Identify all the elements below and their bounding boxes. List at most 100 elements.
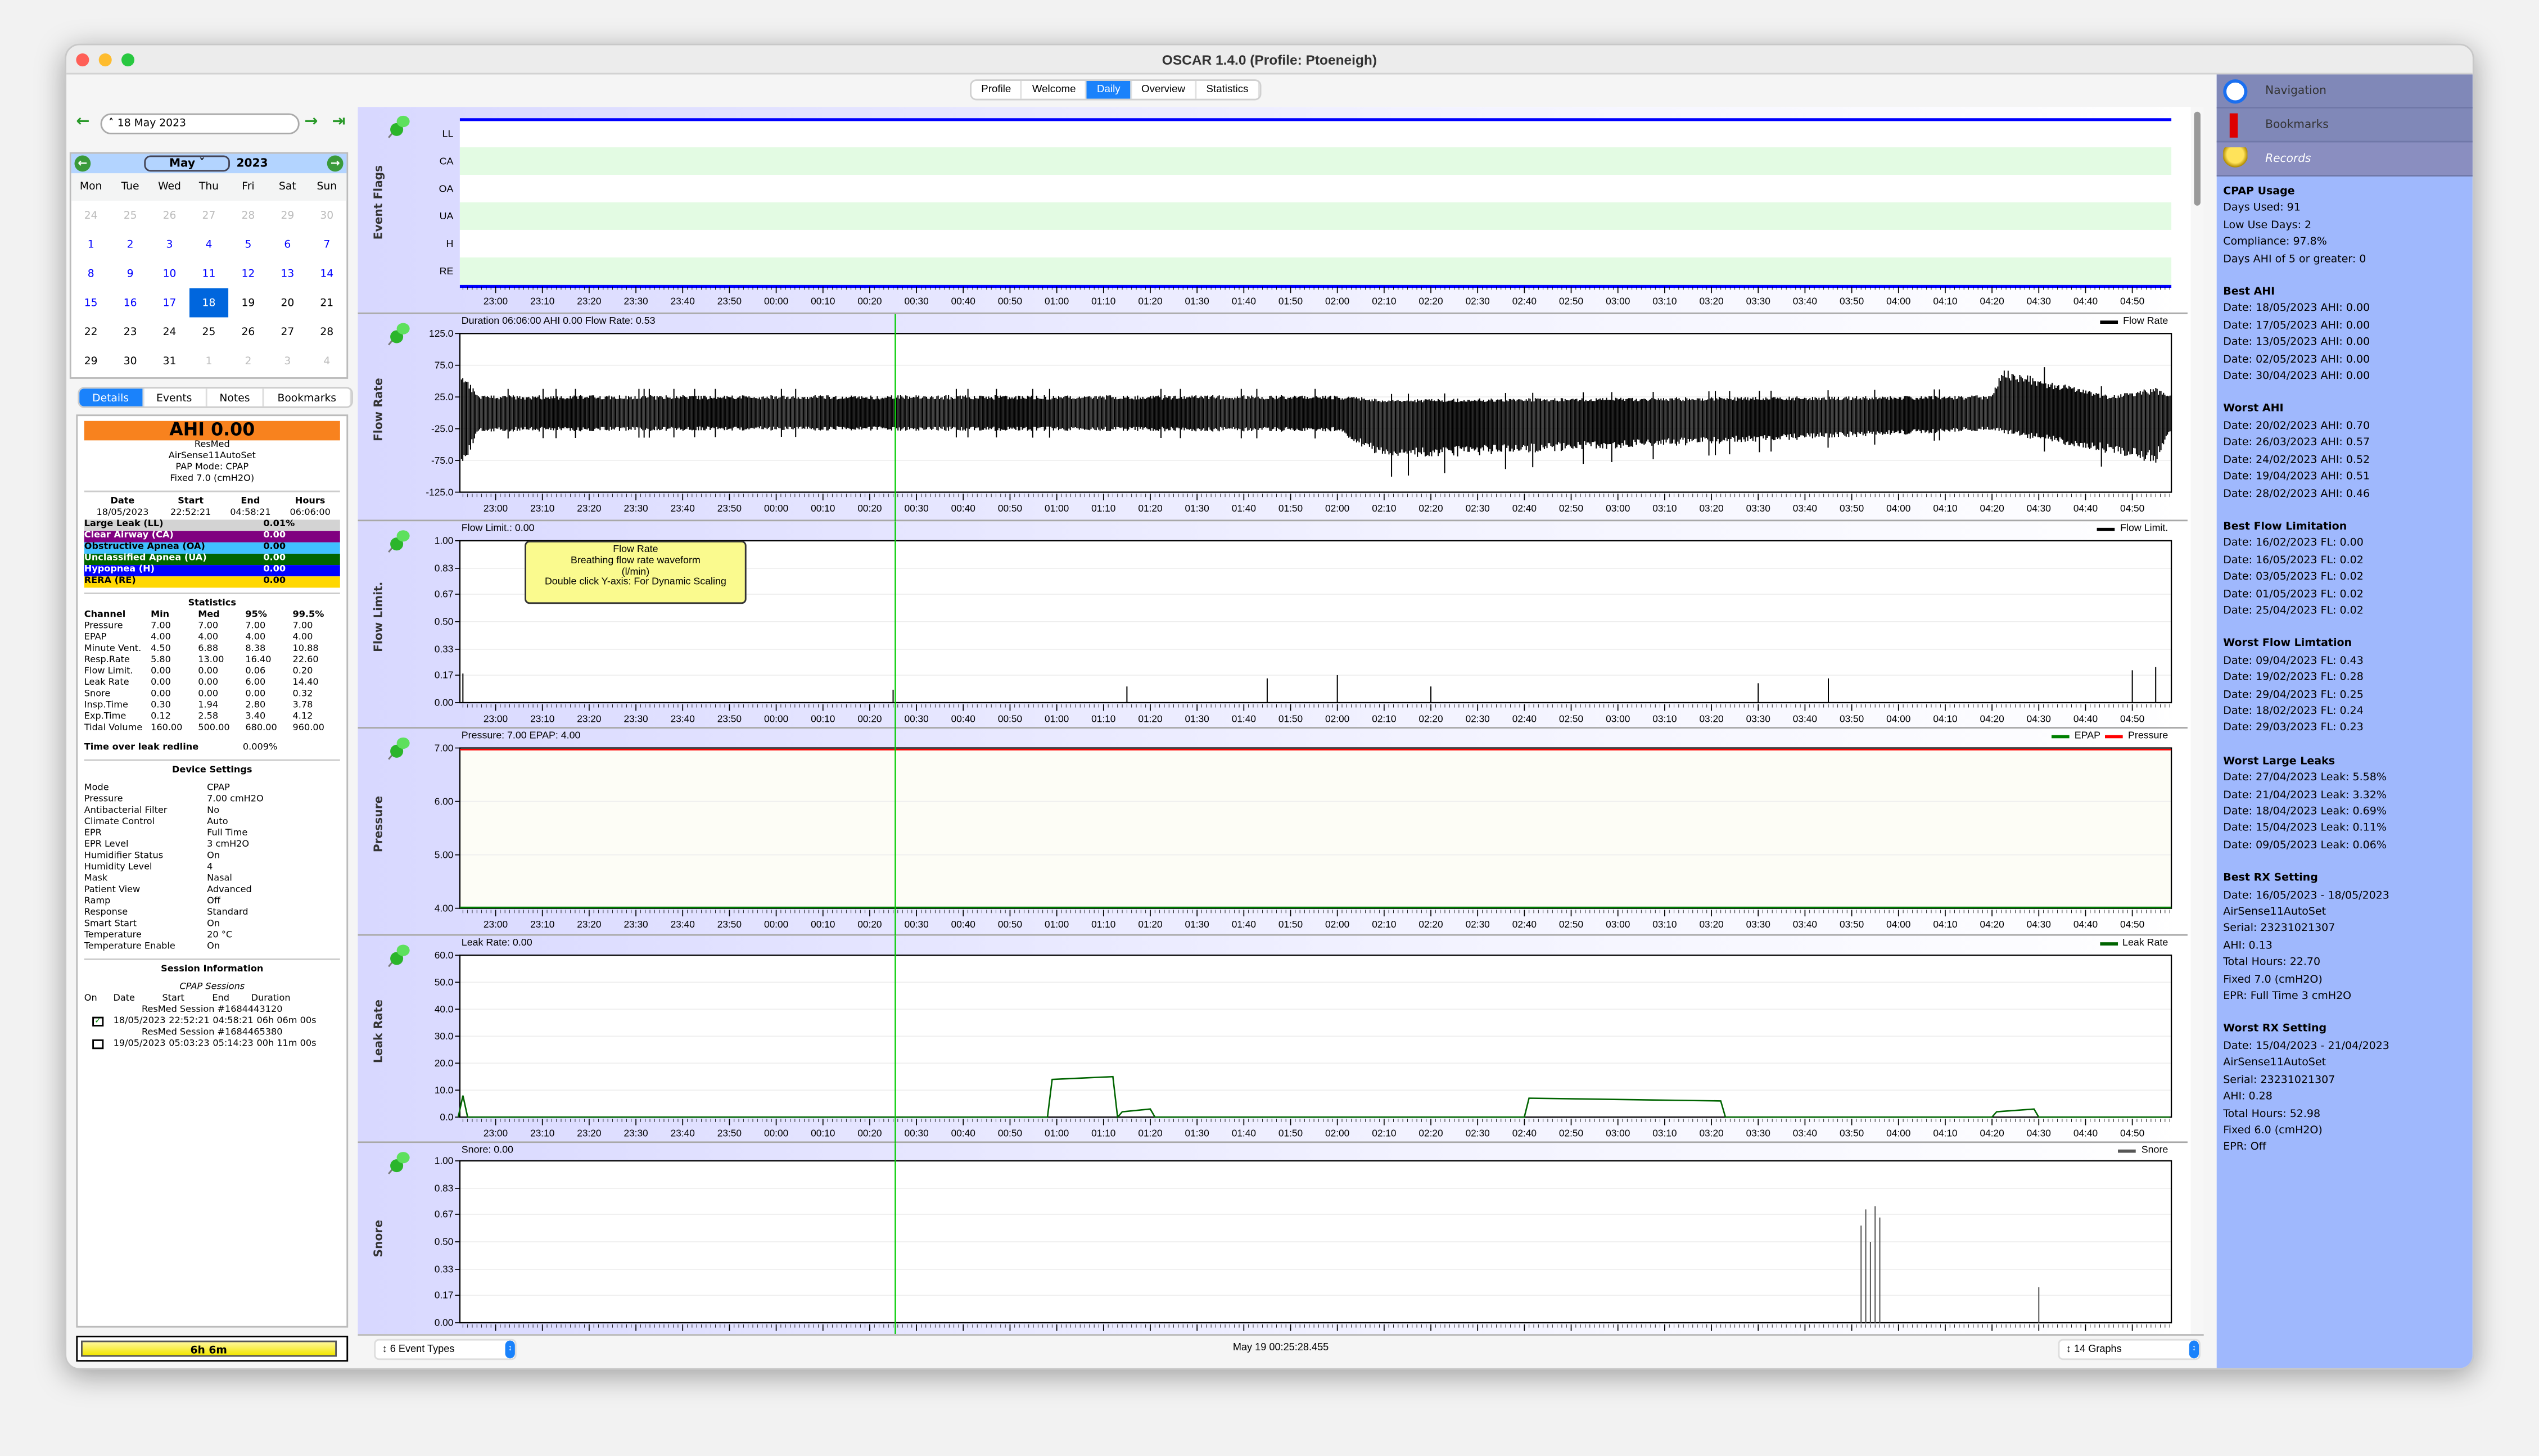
calendar-day[interactable]: 24 bbox=[84, 209, 98, 222]
graph-canvas[interactable]: 60.0 50.0 40.0 30.0 20.0 10.0 0.0 23:00 23:10 23:… bbox=[358, 935, 2187, 1143]
previous-month-icon[interactable]: ← bbox=[74, 155, 91, 172]
minimize-button[interactable] bbox=[98, 53, 112, 67]
calendar-day[interactable]: 5 bbox=[245, 238, 252, 251]
calendar-day[interactable]: 3 bbox=[284, 354, 291, 368]
x-tick-label: 01:50 bbox=[1278, 1128, 1303, 1139]
tooltip-line: Flow Rate bbox=[613, 544, 658, 555]
calendar-day[interactable]: 31 bbox=[162, 354, 177, 368]
calendar-day[interactable]: 27 bbox=[202, 209, 216, 222]
calendar-day[interactable]: 24 bbox=[162, 325, 177, 338]
calendar-day[interactable]: 1 bbox=[205, 354, 213, 368]
graphs-scrollbar[interactable] bbox=[2190, 107, 2204, 1335]
calendar-day[interactable]: 25 bbox=[123, 209, 137, 222]
calendar-day[interactable]: 3 bbox=[166, 238, 173, 251]
pin-icon[interactable] bbox=[384, 526, 413, 555]
calendar-day[interactable]: 21 bbox=[320, 296, 334, 310]
calendar-day[interactable]: 11 bbox=[202, 267, 216, 281]
calendar-day[interactable]: 16 bbox=[123, 296, 137, 310]
year-value[interactable]: 2023 bbox=[236, 157, 268, 170]
tab-welcome[interactable]: Welcome bbox=[1023, 81, 1087, 99]
calendar-day[interactable]: 27 bbox=[281, 325, 295, 338]
record-line: Date: 21/04/2023 Leak: 3.32% bbox=[2223, 788, 2387, 801]
pin-icon[interactable] bbox=[384, 940, 413, 970]
date-field[interactable]: ˄ 18 May 2023 bbox=[100, 113, 300, 135]
previous-day-arrow-icon[interactable]: ← bbox=[76, 113, 90, 132]
session-checkbox[interactable]: ✓ bbox=[92, 1016, 104, 1027]
setting-name: Antibacterial Filter bbox=[84, 806, 168, 816]
pin-icon[interactable] bbox=[384, 319, 413, 348]
graph-canvas[interactable]: LL CA OA UA H RE 23:00 23:10 23:20 23:30 23:40 23:5… bbox=[358, 107, 2187, 314]
calendar-day[interactable]: 10 bbox=[162, 267, 177, 281]
tab-details[interactable]: Details bbox=[79, 388, 144, 406]
pin-icon[interactable] bbox=[384, 734, 413, 763]
nav-records[interactable]: Records bbox=[2216, 142, 2473, 177]
graph-canvas[interactable]: 125.0 75.0 25.0 -25.0 -75.0 -125.0 23:00 23:10 2… bbox=[358, 314, 2187, 522]
record-line: Date: 29/03/2023 FL: 0.23 bbox=[2223, 721, 2364, 734]
calendar-day[interactable]: 23 bbox=[123, 325, 137, 338]
month-select[interactable]: May ˇ bbox=[144, 155, 230, 172]
calendar-day[interactable]: 29 bbox=[84, 354, 98, 368]
chevron-up-icon[interactable]: ˄ bbox=[108, 116, 118, 130]
calendar-day[interactable]: 1 bbox=[87, 238, 94, 251]
calendar-day[interactable]: 2 bbox=[245, 354, 252, 368]
calendar-day[interactable]: 25 bbox=[202, 325, 216, 338]
calendar-day[interactable]: 30 bbox=[320, 209, 334, 222]
next-day-arrow-icon[interactable]: → bbox=[304, 113, 318, 132]
calendar-day[interactable]: 12 bbox=[241, 267, 255, 281]
tab-overview[interactable]: Overview bbox=[1132, 81, 1197, 99]
calendar-day[interactable]: 28 bbox=[320, 325, 334, 338]
tab-notes[interactable]: Notes bbox=[206, 388, 265, 406]
graph-canvas[interactable]: 1.00 0.83 0.67 0.50 0.33 0.17 0.00 23:00 23:10 23… bbox=[358, 1143, 2187, 1335]
stats-value: 4.12 bbox=[292, 712, 313, 722]
tab-profile[interactable]: Profile bbox=[972, 81, 1023, 99]
stats-value: 960.00 bbox=[292, 724, 324, 734]
calendar-day[interactable]: 30 bbox=[123, 354, 137, 368]
x-tick-label: 03:50 bbox=[1840, 1128, 1864, 1139]
scrollbar-thumb[interactable] bbox=[2194, 111, 2201, 206]
calendar-day[interactable]: 19 bbox=[241, 296, 255, 310]
last-day-arrow-icon[interactable]: ⇥ bbox=[332, 113, 346, 132]
close-button[interactable] bbox=[76, 53, 89, 67]
pin-icon[interactable] bbox=[384, 1148, 413, 1177]
calendar-day[interactable]: 20 bbox=[281, 296, 295, 310]
calendar-day[interactable]: 13 bbox=[281, 267, 295, 281]
calendar-day[interactable]: 22 bbox=[84, 325, 98, 338]
calendar-day[interactable]: 15 bbox=[84, 296, 98, 310]
event-types-selector[interactable]: ↕ 6 Event Types ↕ bbox=[374, 1339, 517, 1360]
calendar-day[interactable]: 28 bbox=[241, 209, 255, 222]
calendar-day[interactable]: 2 bbox=[127, 238, 134, 251]
tab-events[interactable]: Events bbox=[143, 388, 207, 406]
graphs-selector[interactable]: ↕ 14 Graphs ↕ bbox=[2058, 1339, 2201, 1360]
session-checkbox[interactable] bbox=[92, 1039, 104, 1050]
calendar-day[interactable]: 9 bbox=[127, 267, 134, 281]
pin-icon[interactable] bbox=[384, 112, 413, 141]
x-tick-label: 23:40 bbox=[671, 295, 695, 306]
nav-navigation[interactable]: Navigation bbox=[2216, 74, 2473, 108]
calendar-day[interactable]: 4 bbox=[323, 354, 331, 368]
tab-statistics[interactable]: Statistics bbox=[1196, 81, 1260, 99]
calendar-day[interactable]: 26 bbox=[241, 325, 255, 338]
navigation-icon bbox=[2223, 79, 2248, 104]
legend-swatch bbox=[2052, 734, 2070, 738]
plot-border bbox=[459, 1160, 2172, 1324]
nav-bookmarks[interactable]: Bookmarks bbox=[2216, 108, 2473, 143]
next-month-icon[interactable]: → bbox=[327, 155, 344, 172]
calendar-day[interactable]: 14 bbox=[320, 267, 334, 281]
calendar-day[interactable]: 26 bbox=[162, 209, 177, 222]
calendar-day[interactable]: 29 bbox=[281, 209, 295, 222]
calendar-day[interactable]: 7 bbox=[323, 238, 331, 251]
x-tick-label: 04:10 bbox=[1933, 503, 1957, 514]
tab-bookmarks[interactable]: Bookmarks bbox=[264, 388, 351, 406]
graph-canvas[interactable]: 7.00 6.00 5.00 4.00 23:00 23:10 23:20 23:30 23:4… bbox=[358, 729, 2187, 936]
calendar-day[interactable]: 17 bbox=[162, 296, 177, 310]
calendar-day[interactable]: 6 bbox=[284, 238, 291, 251]
stats-value: 0.00 bbox=[151, 689, 171, 700]
record-line: Date: 18/04/2023 Leak: 0.69% bbox=[2223, 804, 2387, 818]
device-info-line: AirSense11AutoSet bbox=[168, 451, 256, 462]
x-tick-label: 03:20 bbox=[1699, 503, 1723, 514]
calendar-day[interactable]: 18 bbox=[189, 288, 229, 318]
calendar-day[interactable]: 4 bbox=[205, 238, 213, 251]
calendar-day[interactable]: 8 bbox=[87, 267, 94, 281]
zoom-button[interactable] bbox=[121, 53, 135, 67]
tab-daily[interactable]: Daily bbox=[1087, 81, 1132, 99]
